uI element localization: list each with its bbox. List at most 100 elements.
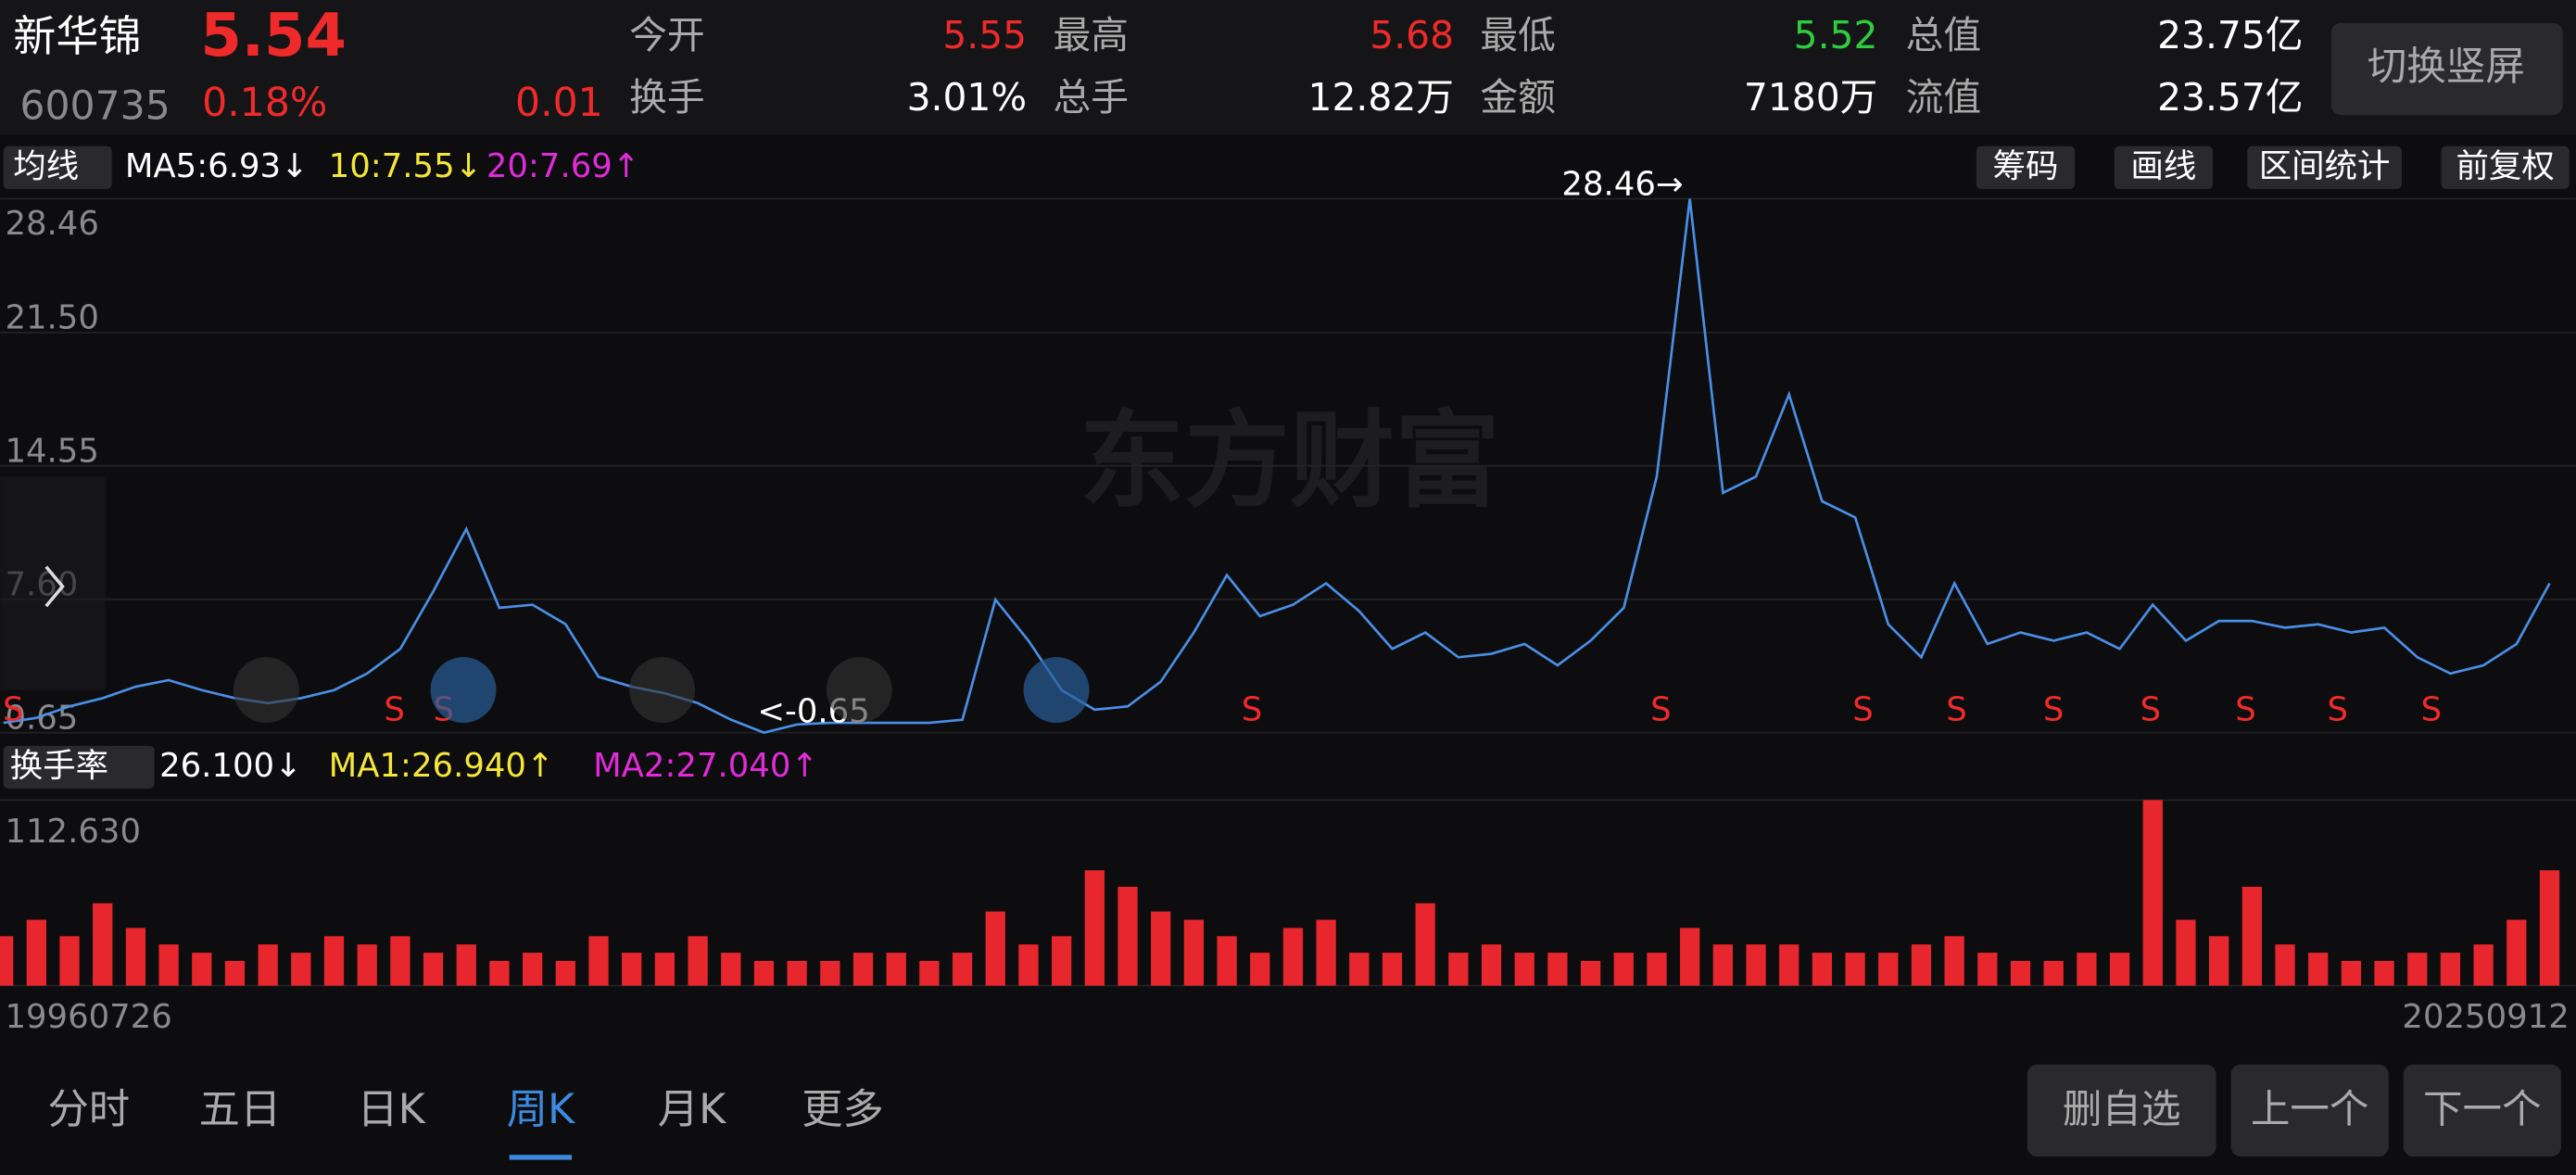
turnover-bar: [1217, 936, 1237, 986]
turnover-bar: [1977, 953, 1998, 986]
signal: S: [2421, 691, 2443, 729]
turnover-bar: [2109, 953, 2130, 986]
side-toggle[interactable]: [0, 476, 106, 690]
turnover-chart: 112.630: [0, 799, 2576, 987]
turnover-bar: [2341, 960, 2362, 986]
turnover-bar: [1183, 919, 1205, 986]
signal: S: [3, 691, 23, 729]
turnover-bar: [1911, 944, 1932, 986]
nav-button[interactable]: [2403, 1064, 2561, 1157]
tab[interactable]: 五日: [199, 1086, 282, 1133]
nav-button[interactable]: [2230, 1064, 2389, 1157]
stat-label: 总手: [1053, 75, 1129, 120]
turnover-bar: [2308, 953, 2329, 986]
turnover-bar: [688, 936, 708, 986]
turnover-bar: [852, 953, 874, 986]
turnover-bar: [1878, 953, 1899, 986]
tool-button[interactable]: [2247, 145, 2402, 189]
nav-button-label: 删自选: [2063, 1088, 2181, 1133]
turnover-bar: [555, 960, 575, 986]
ma-selector[interactable]: [3, 145, 112, 189]
turnover-bar: [423, 953, 444, 986]
turnover-bar: [125, 928, 146, 986]
ma10: 10:7.55↓: [329, 147, 483, 185]
crosshair[interactable]: [1023, 657, 1090, 724]
turnover-bar: [523, 953, 543, 986]
turnover-bar: [654, 953, 676, 986]
tabs: 分时 五日 日K 周K 月K 更多: [48, 1086, 884, 1133]
turnover-selector[interactable]: [3, 745, 155, 789]
turnover-bar: [1944, 936, 1964, 986]
signal: S: [1242, 691, 1263, 729]
tab[interactable]: 更多: [802, 1086, 884, 1133]
stat-value: 7180万: [1744, 75, 1878, 120]
header-bg: [0, 0, 2576, 135]
zoom-in[interactable]: [430, 657, 497, 724]
stat-value: 5.55: [942, 13, 1027, 57]
ma20: 20:7.69↑: [486, 147, 640, 185]
y-tick-label: 21.50: [5, 299, 98, 337]
turnover-bar: [1118, 886, 1138, 986]
stat-value: 3.01%: [907, 75, 1028, 120]
turnover-bar: [952, 953, 973, 986]
move-left[interactable]: [629, 657, 696, 724]
turnover-bar: [2507, 919, 2527, 986]
turnover-bar: [224, 960, 246, 986]
tool-button[interactable]: [1976, 145, 2076, 189]
start-date: 19960726: [5, 998, 171, 1036]
zoom-out[interactable]: [233, 657, 299, 724]
y-tick-label: 0.65: [5, 699, 78, 737]
tool-button-label: 筹码: [1993, 147, 2059, 185]
tool-button[interactable]: [2441, 145, 2570, 189]
stat-value: 23.57亿: [2157, 75, 2303, 120]
tool-button[interactable]: [2114, 145, 2214, 189]
y-tick-label: 112.630: [5, 813, 141, 851]
tab[interactable]: 分时: [48, 1086, 131, 1133]
tool-button-label: 区间统计: [2259, 147, 2391, 185]
tab[interactable]: 周K: [507, 1086, 575, 1133]
turnover-bar: [622, 953, 642, 986]
turnover-bar: [291, 953, 311, 986]
turnover-bar: [1382, 953, 1403, 986]
stat-label: 最高: [1053, 13, 1129, 57]
turnover-bar: [489, 960, 510, 986]
turnover-bar: [26, 919, 47, 986]
stat-label: 最低: [1480, 13, 1556, 57]
turnover-bar: [1415, 903, 1435, 986]
move-right[interactable]: [826, 657, 892, 724]
turnover-bar: [2374, 960, 2394, 986]
stat-label: 流值: [1906, 75, 1982, 120]
signal: S: [1650, 691, 1671, 729]
turnover-bar: [886, 953, 906, 986]
stat-label: 金额: [1480, 75, 1556, 120]
turnover-bar: [2010, 960, 2031, 986]
turnover-bar: [2043, 960, 2064, 986]
stat-label: 总值: [1906, 13, 1982, 57]
turnover-bar: [1779, 944, 1799, 986]
stat-value: 5.68: [1370, 13, 1454, 57]
turnover-bar: [787, 960, 807, 986]
watermark: 东方财富: [1080, 399, 1500, 522]
stat-label: 换手: [629, 75, 705, 120]
stat-value: 23.75亿: [2157, 13, 2303, 57]
tab[interactable]: 日K: [357, 1086, 425, 1133]
turnover-bar: [456, 944, 476, 986]
turnover-bar: [390, 936, 410, 986]
turnover-bar: [1613, 953, 1634, 986]
turnover-bar: [1481, 944, 1502, 986]
turnover-bar: [2209, 936, 2229, 986]
switch-button[interactable]: [2330, 22, 2563, 116]
turnover-bar: [1250, 953, 1270, 986]
tab[interactable]: 月K: [658, 1086, 726, 1133]
tool-button-label: 前复权: [2456, 147, 2554, 185]
turnover-bar: [1712, 944, 1733, 986]
signal: S: [2328, 691, 2349, 729]
side-arrow: [44, 565, 65, 608]
nav-button[interactable]: [2027, 1064, 2216, 1157]
turnover-bar: [323, 936, 345, 986]
turnover-bar: [1151, 911, 1171, 986]
y-tick-label: 14.55: [5, 433, 98, 471]
turnover-bar: [1349, 953, 1370, 986]
y-tick-label: 28.46: [5, 205, 98, 243]
turnover-bar: [820, 960, 840, 986]
